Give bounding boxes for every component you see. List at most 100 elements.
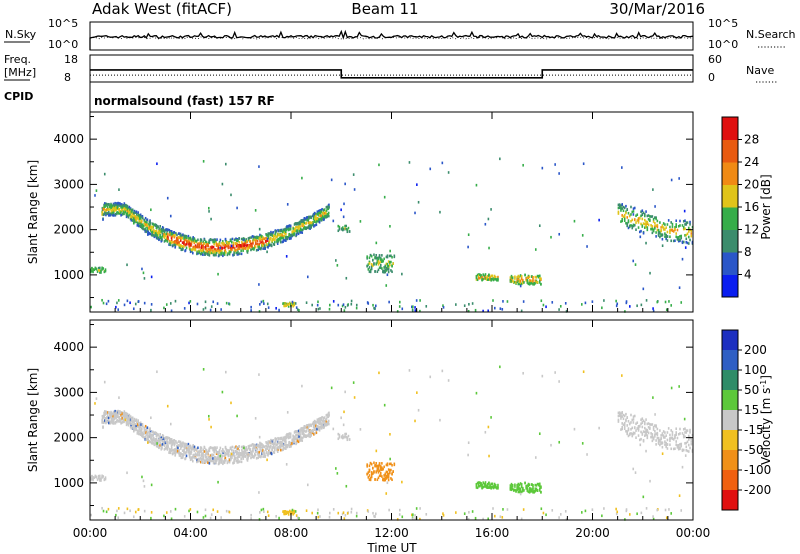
velocity-echo-cell [642, 430, 645, 433]
velocity-echo-cell [344, 514, 347, 517]
velocity-echo-cell [118, 419, 121, 423]
power-echo-cell [285, 239, 287, 242]
velocity-echo-cell [532, 490, 534, 494]
power-echo-cell [251, 244, 253, 248]
velocity-echo-cell [632, 467, 635, 471]
power-echo-cell [268, 232, 271, 235]
velocity-echo-cell [204, 461, 207, 464]
velocity-echo-cell [142, 479, 145, 483]
velocity-echo-cell [176, 441, 178, 445]
power-echo-cell [683, 209, 686, 213]
power-echo-cell [105, 213, 107, 217]
velocity-echo-cell [317, 421, 320, 425]
power-echo-cell [156, 226, 158, 230]
velocity-echo-cell [558, 516, 560, 519]
velocity-echo-cell [620, 412, 622, 415]
velocity-echo-cell [183, 442, 185, 446]
power-echo-cell [211, 251, 214, 254]
velocity-echo-cell [148, 431, 150, 434]
velocity-echo-cell [496, 486, 498, 489]
power-echo-cell [173, 231, 176, 234]
power-echo-cell [178, 236, 180, 239]
power-echo-cell [650, 215, 652, 218]
velocity-echo-cell [140, 423, 142, 426]
velocity-echo-cell [385, 470, 388, 474]
power-echo-cell [681, 240, 684, 244]
velocity-colorbar-tick-label: -100 [744, 463, 771, 477]
power-echo-cell [411, 309, 414, 313]
velocity-echo-cell [317, 420, 320, 423]
power-echo-cell [642, 211, 645, 215]
power-echo-cell [620, 209, 622, 212]
velocity-echo-cell [623, 427, 626, 430]
power-echo-cell [109, 207, 111, 211]
velocity-echo-cell [377, 468, 380, 471]
power-echo-cell [252, 247, 255, 250]
power-echo-cell [296, 226, 298, 229]
velocity-echo-cell [179, 444, 182, 448]
power-echo-cell [369, 270, 372, 274]
power-echo-cell [165, 228, 167, 231]
power-echo-cell [295, 225, 297, 229]
velocity-echo-cell [676, 445, 679, 448]
velocity-echo-cell [101, 476, 103, 479]
velocity-echo-cell [170, 517, 173, 521]
power-echo-cell [677, 235, 680, 239]
power-echo-cell [486, 278, 489, 281]
power-echo-cell [670, 304, 673, 307]
power-echo-cell [647, 223, 650, 227]
power-echo-cell [684, 227, 686, 231]
power-echo-cell [128, 211, 130, 215]
velocity-echo-cell [118, 396, 120, 399]
velocity-echo-cell [212, 508, 215, 512]
power-echo-cell [101, 298, 103, 302]
power-echo-cell [200, 242, 203, 245]
velocity-echo-cell [153, 431, 156, 435]
power-echo-cell [374, 304, 377, 308]
power-echo-cell [288, 227, 290, 230]
velocity-echo-cell [263, 454, 266, 458]
velocity-echo-cell [169, 422, 172, 426]
velocity-echo-cell [494, 514, 496, 518]
velocity-echo-cell [638, 424, 641, 428]
power-echo-cell [122, 206, 124, 210]
velocity-echo-cell [489, 484, 491, 487]
velocity-echo-cell [656, 436, 659, 440]
power-echo-cell [510, 278, 513, 282]
power-echo-cell [197, 245, 199, 249]
power-echo-cell [636, 304, 638, 308]
velocity-echo-cell [531, 488, 533, 491]
power-echo-cell [657, 234, 660, 237]
power-echo-cell [105, 211, 107, 215]
velocity-echo-cell [628, 432, 631, 436]
power-echo-cell [486, 276, 489, 279]
power-echo-cell [287, 228, 290, 232]
power-echo-cell [661, 244, 664, 248]
power-echo-cell [645, 210, 647, 213]
power-echo-cell [675, 219, 678, 223]
velocity-echo-cell [198, 459, 201, 463]
power-echo-cell [196, 252, 198, 256]
power-echo-cell [664, 235, 666, 238]
velocity-echo-cell [111, 421, 114, 425]
velocity-echo-cell [665, 434, 667, 437]
power-echo-cell [149, 232, 152, 236]
velocity-echo-cell [250, 456, 252, 460]
power-echo-cell [664, 300, 667, 304]
power-echo-cell [654, 225, 656, 228]
power-echo-cell [316, 303, 319, 307]
power-echo-cell [289, 228, 291, 231]
velocity-colorbar-tick-label: 200 [744, 343, 767, 357]
velocity-echo-cell [162, 436, 164, 440]
velocity-echo-cell [180, 453, 183, 456]
velocity-echo-cell [145, 438, 147, 442]
velocity-echo-cell [104, 411, 107, 415]
velocity-echo-cell [598, 426, 600, 430]
power-echo-cell [670, 221, 672, 224]
power-echo-cell [237, 247, 240, 251]
velocity-echo-cell [248, 444, 251, 448]
power-echo-cell [522, 281, 524, 285]
power-echo-cell [174, 299, 177, 303]
power-echo-cell [175, 232, 177, 235]
